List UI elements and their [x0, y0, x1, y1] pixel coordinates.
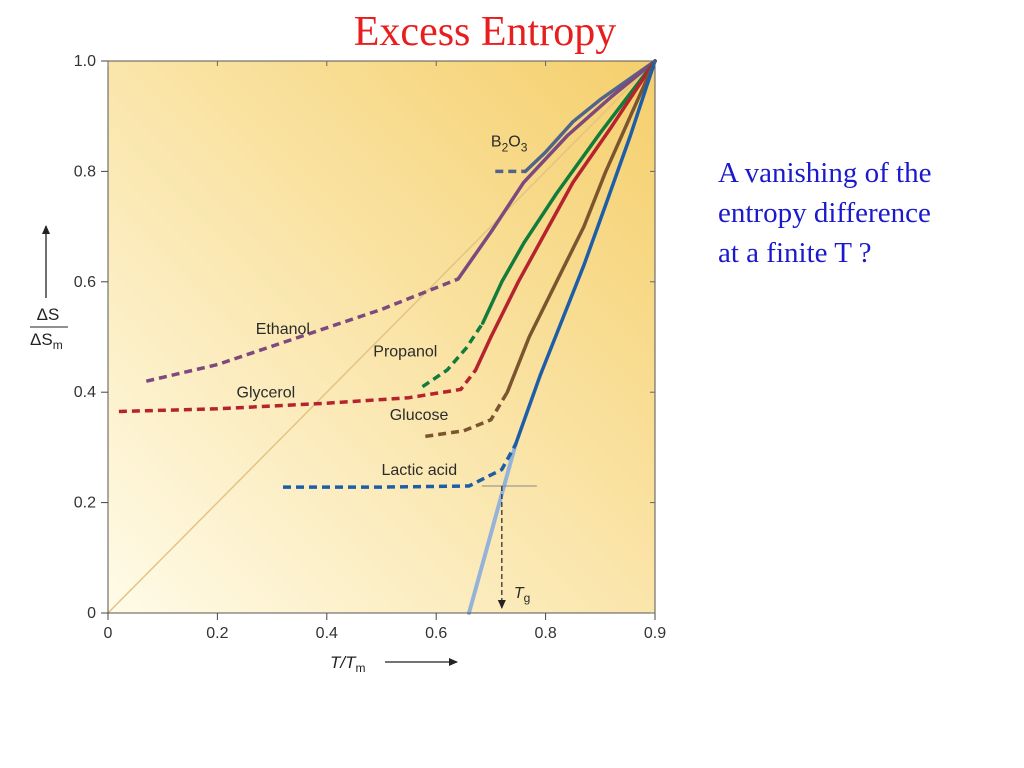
series-label-part: Ethanol: [256, 321, 310, 338]
series-label-part: Lactic acid: [382, 462, 458, 479]
y-axis-title-top: ΔS: [37, 305, 60, 324]
tg-label-sub: g: [524, 591, 531, 605]
x-tick-label: 0: [104, 625, 113, 642]
y-tick-label: 0.6: [74, 274, 96, 291]
reference-diagonal: [107, 60, 656, 614]
series-line-propanol: [480, 59, 657, 325]
x-axis-title-sub: m: [356, 661, 366, 675]
series-label-ethanol: Ethanol: [256, 321, 310, 338]
extrapolation-line: [467, 442, 518, 615]
side-note: A vanishing of the entropy difference at…: [718, 157, 932, 269]
series-line-propanol-dashed: [421, 322, 485, 389]
y-axis-title-bottom: ΔSm: [30, 330, 63, 352]
x-tick-label: 0.4: [316, 625, 338, 642]
series-line-glycerol-dashed: [118, 369, 477, 414]
x-axis-title: T/Tm: [330, 653, 366, 675]
x-tick-label: 0.9: [644, 625, 666, 642]
series-line-b2o3: [523, 59, 657, 174]
series-label-part: O: [508, 134, 520, 151]
x-tick-label: 0.2: [206, 625, 228, 642]
x-tick-label: 0.6: [425, 625, 447, 642]
x-tick-label: 0.8: [534, 625, 556, 642]
y-axis-title-bottom-sub: m: [53, 338, 63, 352]
y-tick-label: 0.8: [74, 163, 96, 180]
series-line-lactic-acid-dashed: [283, 443, 518, 489]
series-label-glucose: Glucose: [390, 407, 449, 424]
slide-title: Excess Entropy: [353, 9, 617, 55]
series-label-propanol: Propanol: [373, 343, 437, 360]
series-line-glucose-dashed: [425, 391, 509, 439]
y-tick-label: 0.4: [74, 384, 96, 401]
plot-frame: [107, 60, 656, 614]
y-tick-label: 0: [87, 605, 96, 622]
series-label-b2o3: B2O3: [491, 134, 528, 155]
y-tick-label: 0.2: [74, 495, 96, 512]
series-label-part: 3: [521, 141, 528, 155]
series-label-lactic-acid: Lactic acid: [382, 462, 458, 479]
y-tick-label: 1.0: [74, 53, 96, 70]
series-line-ethanol-dashed: [145, 277, 459, 383]
series-label-part: 2: [502, 141, 509, 155]
series-label-part: Glycerol: [237, 385, 296, 402]
series-label-part: Glucose: [390, 407, 449, 424]
series-line-lactic-acid: [513, 59, 657, 447]
series-line-glycerol: [473, 59, 657, 372]
series-label-glycerol: Glycerol: [237, 385, 296, 402]
series-label-part: Propanol: [373, 343, 437, 360]
series-line-ethanol: [456, 59, 657, 281]
series-label-part: B: [491, 134, 502, 151]
series-line-glucose: [505, 59, 657, 394]
